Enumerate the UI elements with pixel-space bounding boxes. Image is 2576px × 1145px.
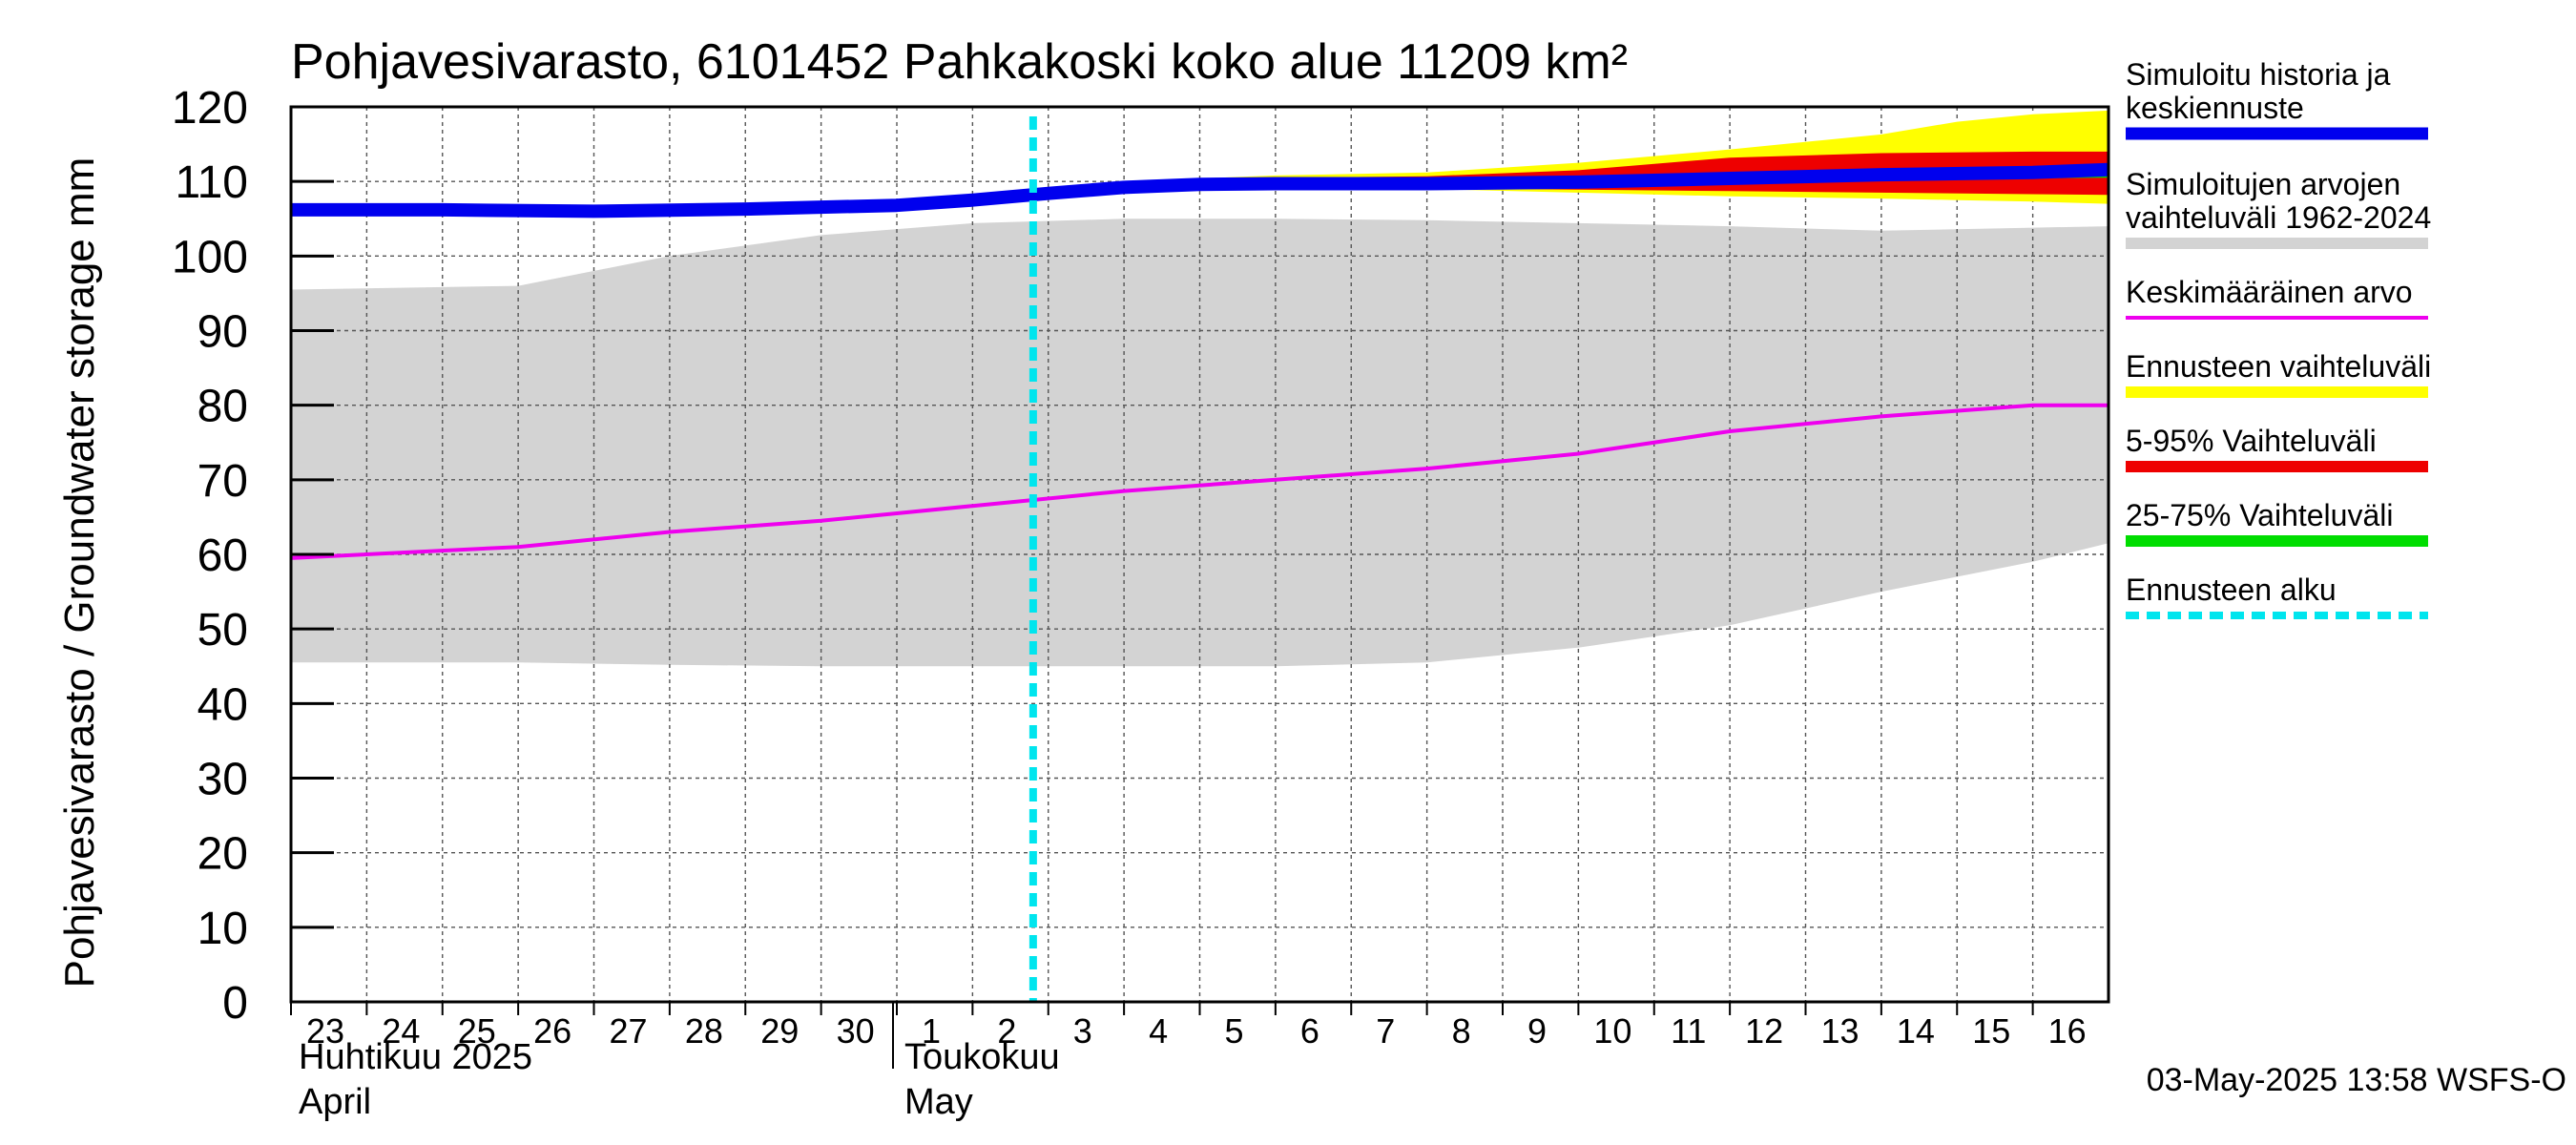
y-tick-label: 80: [197, 382, 248, 432]
y-tick-label: 100: [172, 232, 248, 282]
legend-label: Ennusteen alku: [2126, 572, 2337, 607]
y-tick-label: 10: [197, 904, 248, 954]
x-tick-label: 14: [1897, 1011, 1935, 1051]
y-tick-label: 110: [175, 157, 248, 208]
timestamp: 03-May-2025 13:58 WSFS-O: [2147, 1062, 2566, 1098]
y-tick-label: 70: [197, 456, 248, 507]
month-label-fi: Huhtikuu 2025: [299, 1037, 532, 1077]
y-tick-label: 20: [197, 829, 248, 880]
legend-label: 5-95% Vaihteluväli: [2126, 424, 2377, 458]
x-tick-label: 28: [685, 1011, 723, 1051]
plot-area: [290, 107, 2109, 1002]
y-tick-label: 120: [172, 83, 248, 134]
x-tick-label: 24: [382, 1011, 420, 1051]
legend-label: 25-75% Vaihteluväli: [2126, 498, 2393, 532]
mean-line: [290, 403, 2109, 560]
legend-label: vaihteluväli 1962-2024: [2126, 200, 2431, 235]
legend-label: Simuloitujen arvojen: [2126, 167, 2400, 201]
month-label-fi: Toukokuu: [904, 1037, 1060, 1077]
x-tick-label: 11: [1671, 1011, 1706, 1051]
x-tick-label: 7: [1376, 1011, 1395, 1051]
y-tick-label: 30: [197, 755, 248, 805]
x-tick-label: 3: [1073, 1011, 1092, 1051]
x-tick-label: 8: [1452, 1011, 1471, 1051]
x-tick-label: 6: [1300, 1011, 1319, 1051]
x-tick-label: 13: [1820, 1011, 1859, 1051]
y-tick-label: 0: [222, 978, 248, 1029]
x-tick-label: 26: [533, 1011, 571, 1051]
month-label-en: April: [299, 1082, 371, 1122]
x-tick-label: 27: [609, 1011, 647, 1051]
x-tick-label: 10: [1593, 1011, 1631, 1051]
history-line: [291, 162, 2109, 219]
x-tick-label: 25: [458, 1011, 496, 1051]
x-tick-label: 5: [1224, 1011, 1243, 1051]
x-tick-label: 4: [1149, 1011, 1168, 1051]
x-tick-label: 1: [922, 1011, 941, 1051]
legend-label: Keskimääräinen arvo: [2126, 275, 2413, 309]
legend-label: Simuloitu historia ja: [2126, 57, 2391, 92]
y-tick-label: 50: [197, 605, 248, 656]
y-tick-label: 40: [197, 679, 248, 730]
legend-label: Ennusteen vaihteluväli: [2126, 349, 2431, 384]
x-tick-label: 9: [1527, 1011, 1547, 1051]
x-tick-label: 2: [997, 1011, 1016, 1051]
y-tick-label: 60: [197, 531, 248, 581]
chart-title: Pohjavesivarasto, 6101452 Pahkakoski kok…: [291, 34, 1628, 90]
y-tick-label: 90: [197, 307, 248, 358]
legend-label: keskiennuste: [2126, 91, 2304, 125]
month-label-en: May: [904, 1082, 973, 1122]
x-tick-label: 16: [2048, 1011, 2087, 1051]
x-tick-label: 12: [1745, 1011, 1783, 1051]
x-tick-label: 29: [760, 1011, 799, 1051]
y-axis-label: Pohjavesivarasto / Groundwater storage m…: [56, 157, 103, 989]
x-tick-label: 23: [306, 1011, 344, 1051]
x-tick-label: 30: [837, 1011, 875, 1051]
x-tick-label: 15: [1972, 1011, 2010, 1051]
